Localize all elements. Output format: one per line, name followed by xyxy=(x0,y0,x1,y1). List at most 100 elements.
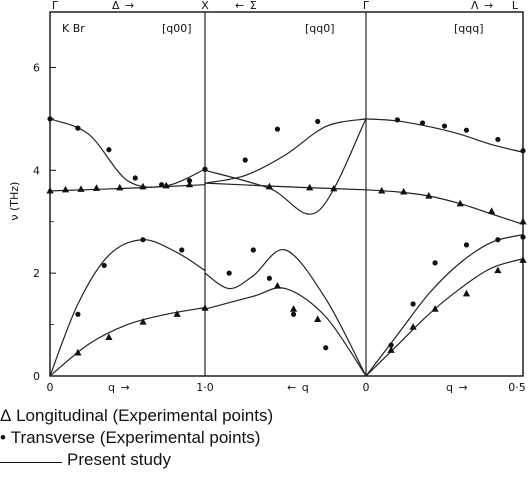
circle-point xyxy=(75,125,81,131)
legend: Δ Longitudinal (Experimental points) • T… xyxy=(0,405,273,471)
circle-marker: • xyxy=(0,428,6,447)
dispersion-curve xyxy=(365,258,524,377)
circle-point xyxy=(75,311,81,317)
top-point-label: X xyxy=(201,0,209,12)
legend-label-present-study: Present study xyxy=(67,450,171,469)
triangle-point xyxy=(400,187,408,195)
experimental-points xyxy=(46,116,527,356)
y-axis-label: ν (THz) xyxy=(8,182,21,221)
triangle-point xyxy=(139,318,147,325)
circle-point xyxy=(186,177,193,184)
circle-point xyxy=(323,345,329,351)
triangle-point xyxy=(330,184,338,192)
triangle-point xyxy=(139,182,147,190)
circle-point xyxy=(250,247,256,253)
triangle-point xyxy=(77,185,85,192)
triangle-point xyxy=(61,185,70,193)
circle-point xyxy=(226,270,232,276)
dispersion-curve xyxy=(49,118,206,188)
triangle-point xyxy=(105,333,113,341)
axis-labels: 0 2 4 6 ν (THz) 0 1·0 0 0·5 q → ← q q → Γ X Γ L Δ → ← Σ Λ … xyxy=(8,0,526,394)
dispersion-curve xyxy=(204,118,367,215)
circle-point xyxy=(495,237,501,243)
circle-point xyxy=(419,120,426,126)
triangle-point xyxy=(201,304,209,311)
circle-point xyxy=(159,182,165,188)
dispersion-curve xyxy=(365,118,524,153)
legend-label-longitudinal: Longitudinal (Experimental points) xyxy=(16,406,274,425)
triangle-point xyxy=(409,323,417,330)
dispersion-curve xyxy=(204,249,367,377)
top-direction-label: Λ → xyxy=(471,0,494,12)
line-marker xyxy=(0,461,62,463)
x-tick-label: 0 xyxy=(47,381,54,394)
top-direction-label: ← Σ xyxy=(235,0,258,12)
circle-point xyxy=(463,127,470,133)
top-point-label: Γ xyxy=(363,0,370,12)
circle-point xyxy=(315,118,321,125)
circle-point xyxy=(132,175,138,181)
circle-point xyxy=(441,123,448,129)
circle-point xyxy=(432,260,438,266)
triangle-point xyxy=(273,282,282,289)
circle-point xyxy=(495,136,501,143)
dispersion-curve xyxy=(204,118,367,184)
legend-item-longitudinal: Δ Longitudinal (Experimental points) xyxy=(0,405,273,427)
triangle-point xyxy=(425,192,433,199)
dispersion-curve xyxy=(49,184,206,192)
triangle-point xyxy=(488,207,496,215)
material-label: K Br xyxy=(62,22,85,35)
triangle-point xyxy=(116,183,124,191)
triangle-point xyxy=(162,181,170,189)
circle-point xyxy=(463,242,470,248)
dispersion-curve xyxy=(204,287,367,377)
y-tick-label: 0 xyxy=(33,370,40,383)
plot-border xyxy=(49,11,524,377)
plot-frame xyxy=(49,11,524,377)
circle-point xyxy=(242,157,248,163)
triangle-point xyxy=(289,305,298,312)
dispersion-chart: 0 2 4 6 ν (THz) 0 1·0 0 0·5 q → ← q q → Γ X Γ L Δ → ← Σ Λ … xyxy=(8,0,527,394)
y-tick-label: 2 xyxy=(33,267,40,280)
panel-label: [qqq] xyxy=(454,22,484,35)
x-tick-label: 0·5 xyxy=(508,381,526,394)
circle-point xyxy=(394,117,400,123)
triangle-point xyxy=(494,266,502,274)
triangle-point xyxy=(519,256,527,263)
x-q-label: ← q xyxy=(287,381,310,394)
triangle-point xyxy=(378,186,386,194)
panel-label: [qq0] xyxy=(305,22,335,35)
triangle-point xyxy=(46,186,54,194)
curves xyxy=(49,118,524,377)
top-point-label: Γ xyxy=(52,0,59,12)
circle-point xyxy=(520,234,526,240)
circle-point xyxy=(520,148,526,154)
triangle-point xyxy=(306,183,314,191)
dispersion-curve xyxy=(49,239,206,377)
legend-item-transverse: • Transverse (Experimental points) xyxy=(0,427,273,449)
circle-point xyxy=(274,126,281,132)
circle-point xyxy=(388,342,394,348)
circle-point xyxy=(179,247,185,253)
circle-point xyxy=(106,147,112,153)
legend-label-transverse: Transverse (Experimental points) xyxy=(10,428,261,447)
y-tick-label: 4 xyxy=(33,164,40,177)
circle-point xyxy=(140,237,146,243)
triangle-point xyxy=(173,310,181,317)
triangle-point xyxy=(314,315,322,323)
triangle-point xyxy=(185,180,194,188)
triangle-point xyxy=(456,199,464,207)
circle-point xyxy=(202,166,208,172)
triangle-point xyxy=(462,289,471,297)
dispersion-curve xyxy=(365,233,524,377)
legend-item-present-study: Present study xyxy=(0,449,273,471)
triangle-marker: Δ xyxy=(0,406,12,425)
dispersion-curve xyxy=(365,189,524,225)
x-tick-label: 0 xyxy=(363,381,370,394)
circle-point xyxy=(47,116,53,122)
x-tick-label: 1·0 xyxy=(196,381,214,394)
triangle-point xyxy=(74,348,82,356)
circle-point xyxy=(101,262,107,269)
triangle-point xyxy=(265,182,273,190)
dispersion-curve xyxy=(204,182,367,191)
